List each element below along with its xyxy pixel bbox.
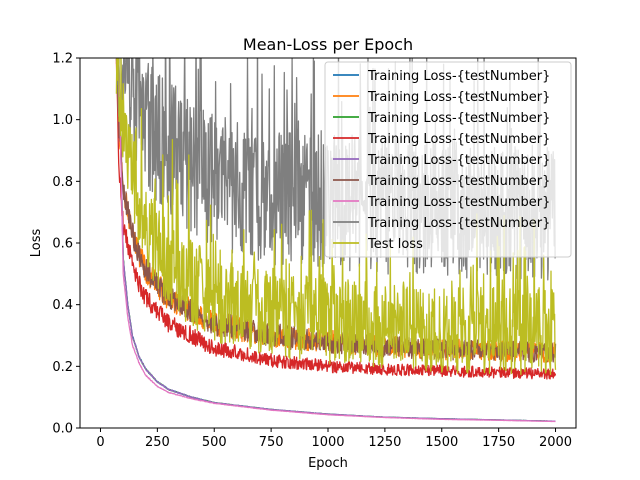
series-line — [118, 58, 556, 423]
x-axis-label: Epoch — [308, 456, 348, 471]
y-tick-label: 1.2 — [52, 52, 73, 67]
series-line — [115, 58, 557, 376]
legend-label: Test loss — [367, 237, 423, 252]
x-tick-label: 250 — [145, 435, 170, 450]
x-tick-label: 2000 — [539, 435, 572, 450]
legend-label: Training Loss-{testNumber} — [367, 69, 550, 84]
y-tick-label: 1.0 — [52, 113, 73, 128]
y-tick-label: 0.8 — [52, 175, 73, 190]
legend-label: Training Loss-{testNumber} — [367, 195, 550, 210]
x-tick-label: 1250 — [368, 435, 401, 450]
x-tick-label: 500 — [202, 435, 227, 450]
legend-label: Training Loss-{testNumber} — [367, 132, 550, 147]
y-axis: 0.0 0.2 0.4 0.6 0.8 1.0 1.2 — [52, 52, 80, 437]
x-tick-label: 1000 — [311, 435, 344, 450]
x-tick-label: 0 — [96, 435, 104, 450]
x-tick-label: 750 — [259, 435, 284, 450]
series-line — [115, 58, 557, 380]
y-tick-label: 0.6 — [52, 237, 73, 252]
y-tick-label: 0.0 — [52, 422, 73, 437]
y-axis-label: Loss — [29, 229, 44, 258]
legend-label: Training Loss-{testNumber} — [367, 216, 550, 231]
legend-label: Training Loss-{testNumber} — [367, 174, 550, 189]
y-tick-label: 0.4 — [52, 298, 73, 313]
legend: Training Loss-{testNumber} Training Loss-… — [324, 61, 572, 258]
series-layer — [115, 58, 557, 423]
chart-title: Mean-Loss per Epoch — [243, 35, 413, 54]
legend-label: Training Loss-{testNumber} — [367, 111, 550, 126]
y-tick-label: 0.2 — [52, 360, 73, 375]
legend-label: Training Loss-{testNumber} — [367, 90, 550, 105]
legend-label: Training Loss-{testNumber} — [367, 153, 550, 168]
x-tick-label: 1750 — [482, 435, 515, 450]
x-tick-label: 1500 — [425, 435, 458, 450]
x-axis: 0 250 500 750 1000 1250 1500 1750 2000 — [96, 428, 572, 450]
legend-box — [324, 61, 572, 258]
